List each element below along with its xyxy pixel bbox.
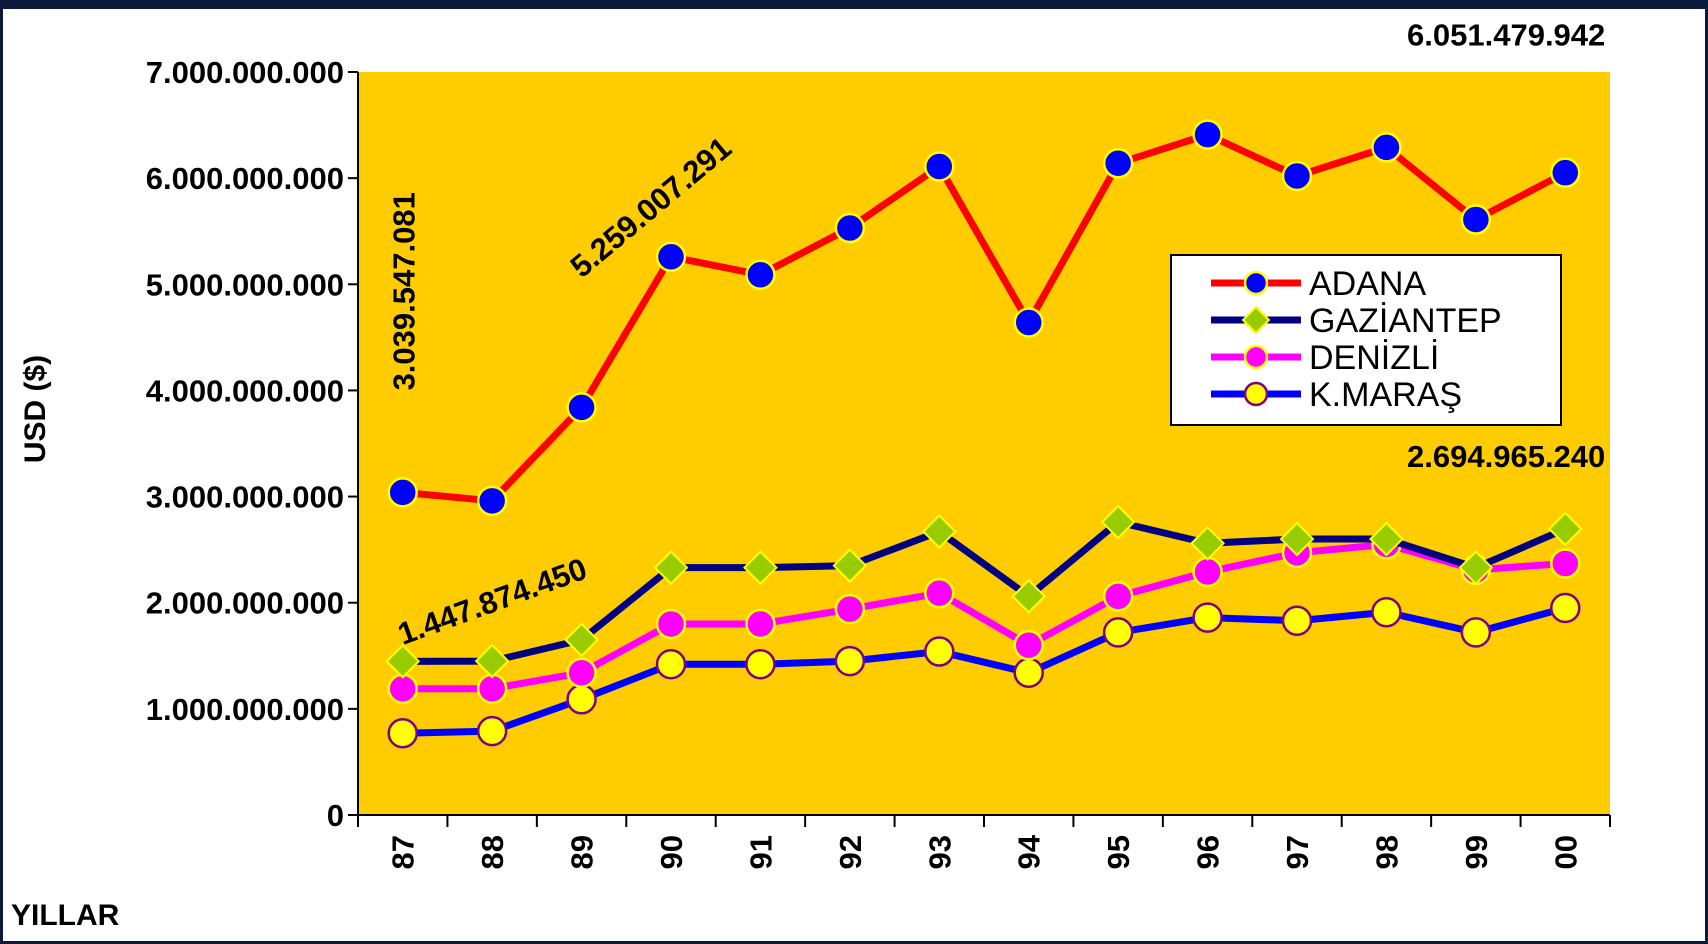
data-point (1013, 307, 1044, 338)
data-point (1102, 148, 1134, 179)
data-point (1190, 525, 1225, 561)
data-point (1369, 521, 1404, 557)
data-point (566, 392, 597, 423)
data-point (1102, 581, 1134, 612)
data-point (1192, 602, 1223, 633)
data-point (476, 715, 508, 747)
y-tick-label: 0 (327, 798, 344, 833)
data-point (1547, 511, 1583, 547)
x-tick-label: 91 (743, 835, 778, 869)
data-point (1458, 550, 1494, 586)
legend-entry: DENİZLİ (1211, 339, 1439, 377)
x-tick-label: 94 (1012, 834, 1047, 869)
x-axis-label: YILLAR (11, 899, 120, 932)
data-point (476, 673, 508, 704)
legend-entry: GAZİANTEP (1211, 302, 1502, 340)
data-point (745, 608, 776, 640)
data-label: 6.051.479.942 (1407, 17, 1605, 52)
data-point (1550, 157, 1581, 188)
legend-swatch-marker (1243, 344, 1269, 370)
data-point (834, 212, 866, 244)
data-point (1281, 605, 1313, 637)
data-point (387, 477, 418, 508)
data-point (1011, 578, 1047, 614)
data-point (745, 259, 776, 290)
data-point (924, 577, 955, 609)
x-tick-label: 96 (1191, 835, 1226, 869)
data-point (1013, 629, 1044, 661)
legend-swatch-marker (1243, 381, 1269, 407)
series-line (402, 131, 1567, 505)
data-point (1371, 597, 1402, 628)
x-tick-label: 87 (386, 835, 421, 869)
series-adana (387, 119, 1581, 517)
data-point (924, 636, 955, 667)
y-tick-label: 3.000.000.000 (146, 480, 344, 515)
x-tick-label: 93 (922, 835, 957, 869)
legend-label: GAZİANTEP (1309, 302, 1502, 340)
data-point (1192, 556, 1223, 588)
data-point (387, 673, 418, 704)
y-tick-label: 6.000.000.000 (146, 161, 344, 196)
data-point (1460, 204, 1492, 235)
data-point (1550, 592, 1581, 624)
data-point (476, 485, 508, 517)
data-point (566, 657, 597, 689)
data-point (924, 151, 955, 182)
data-point (1100, 504, 1136, 540)
series-k-mara- (387, 592, 1581, 749)
data-point (655, 241, 687, 273)
y-tick-label: 2.000.000.000 (146, 586, 344, 621)
x-tick-label: 98 (1369, 835, 1404, 869)
data-point (1013, 657, 1044, 689)
data-point (566, 684, 597, 715)
x-tick-label: 95 (1101, 835, 1136, 869)
data-point (743, 550, 778, 586)
legend-entry: K.MARAŞ (1211, 376, 1462, 414)
data-point (653, 550, 689, 586)
x-tick-label: 90 (654, 835, 689, 869)
data-point (564, 622, 599, 658)
data-point (474, 643, 510, 679)
y-tick-label: 4.000.000.000 (146, 373, 344, 408)
chart-frame: 0 1.000.000.000 2.000.000.000 3.000.000.000… (3, 9, 1705, 941)
data-point (832, 548, 868, 583)
data-point (655, 649, 687, 680)
data-point (1371, 132, 1402, 163)
data-point (655, 608, 687, 640)
data-point (1460, 617, 1492, 648)
legend-swatch-marker (1241, 305, 1271, 335)
legend-label: DENİZLİ (1309, 339, 1439, 377)
y-axis-label: USD ($) (19, 355, 52, 463)
x-tick-label: 00 (1548, 835, 1583, 869)
data-point (1279, 521, 1315, 557)
data-point (745, 649, 776, 680)
data-point (834, 593, 866, 625)
data-label: 2.694.965.240 (1407, 439, 1605, 474)
data-point (834, 645, 866, 677)
line-chart: 0 1.000.000.000 2.000.000.000 3.000.000.000… (11, 17, 1611, 932)
data-label: 3.039.547.081 (387, 192, 422, 390)
y-tick-label: 7.000.000.000 (146, 55, 344, 90)
legend-swatch-marker (1243, 270, 1269, 296)
data-point (1192, 119, 1223, 150)
y-tick-label: 1.000.000.000 (146, 692, 344, 727)
y-tick-label: 5.000.000.000 (146, 267, 344, 302)
data-point (921, 514, 957, 550)
legend-label: K.MARAŞ (1309, 376, 1462, 414)
data-point (387, 718, 418, 749)
legend-entry: ADANA (1211, 265, 1426, 303)
legend-label: ADANA (1309, 265, 1426, 303)
x-tick-label: 92 (833, 835, 868, 869)
data-point (1102, 617, 1134, 648)
data-point (1281, 160, 1313, 192)
data-point (1550, 548, 1581, 579)
x-tick-label: 97 (1280, 835, 1315, 869)
series-gazi-antep (385, 504, 1583, 679)
data-point (385, 643, 421, 679)
x-tick-label: 88 (475, 835, 510, 869)
plot-area (358, 72, 1610, 815)
x-tick-label: 99 (1459, 835, 1494, 869)
x-tick-label: 89 (565, 835, 600, 869)
